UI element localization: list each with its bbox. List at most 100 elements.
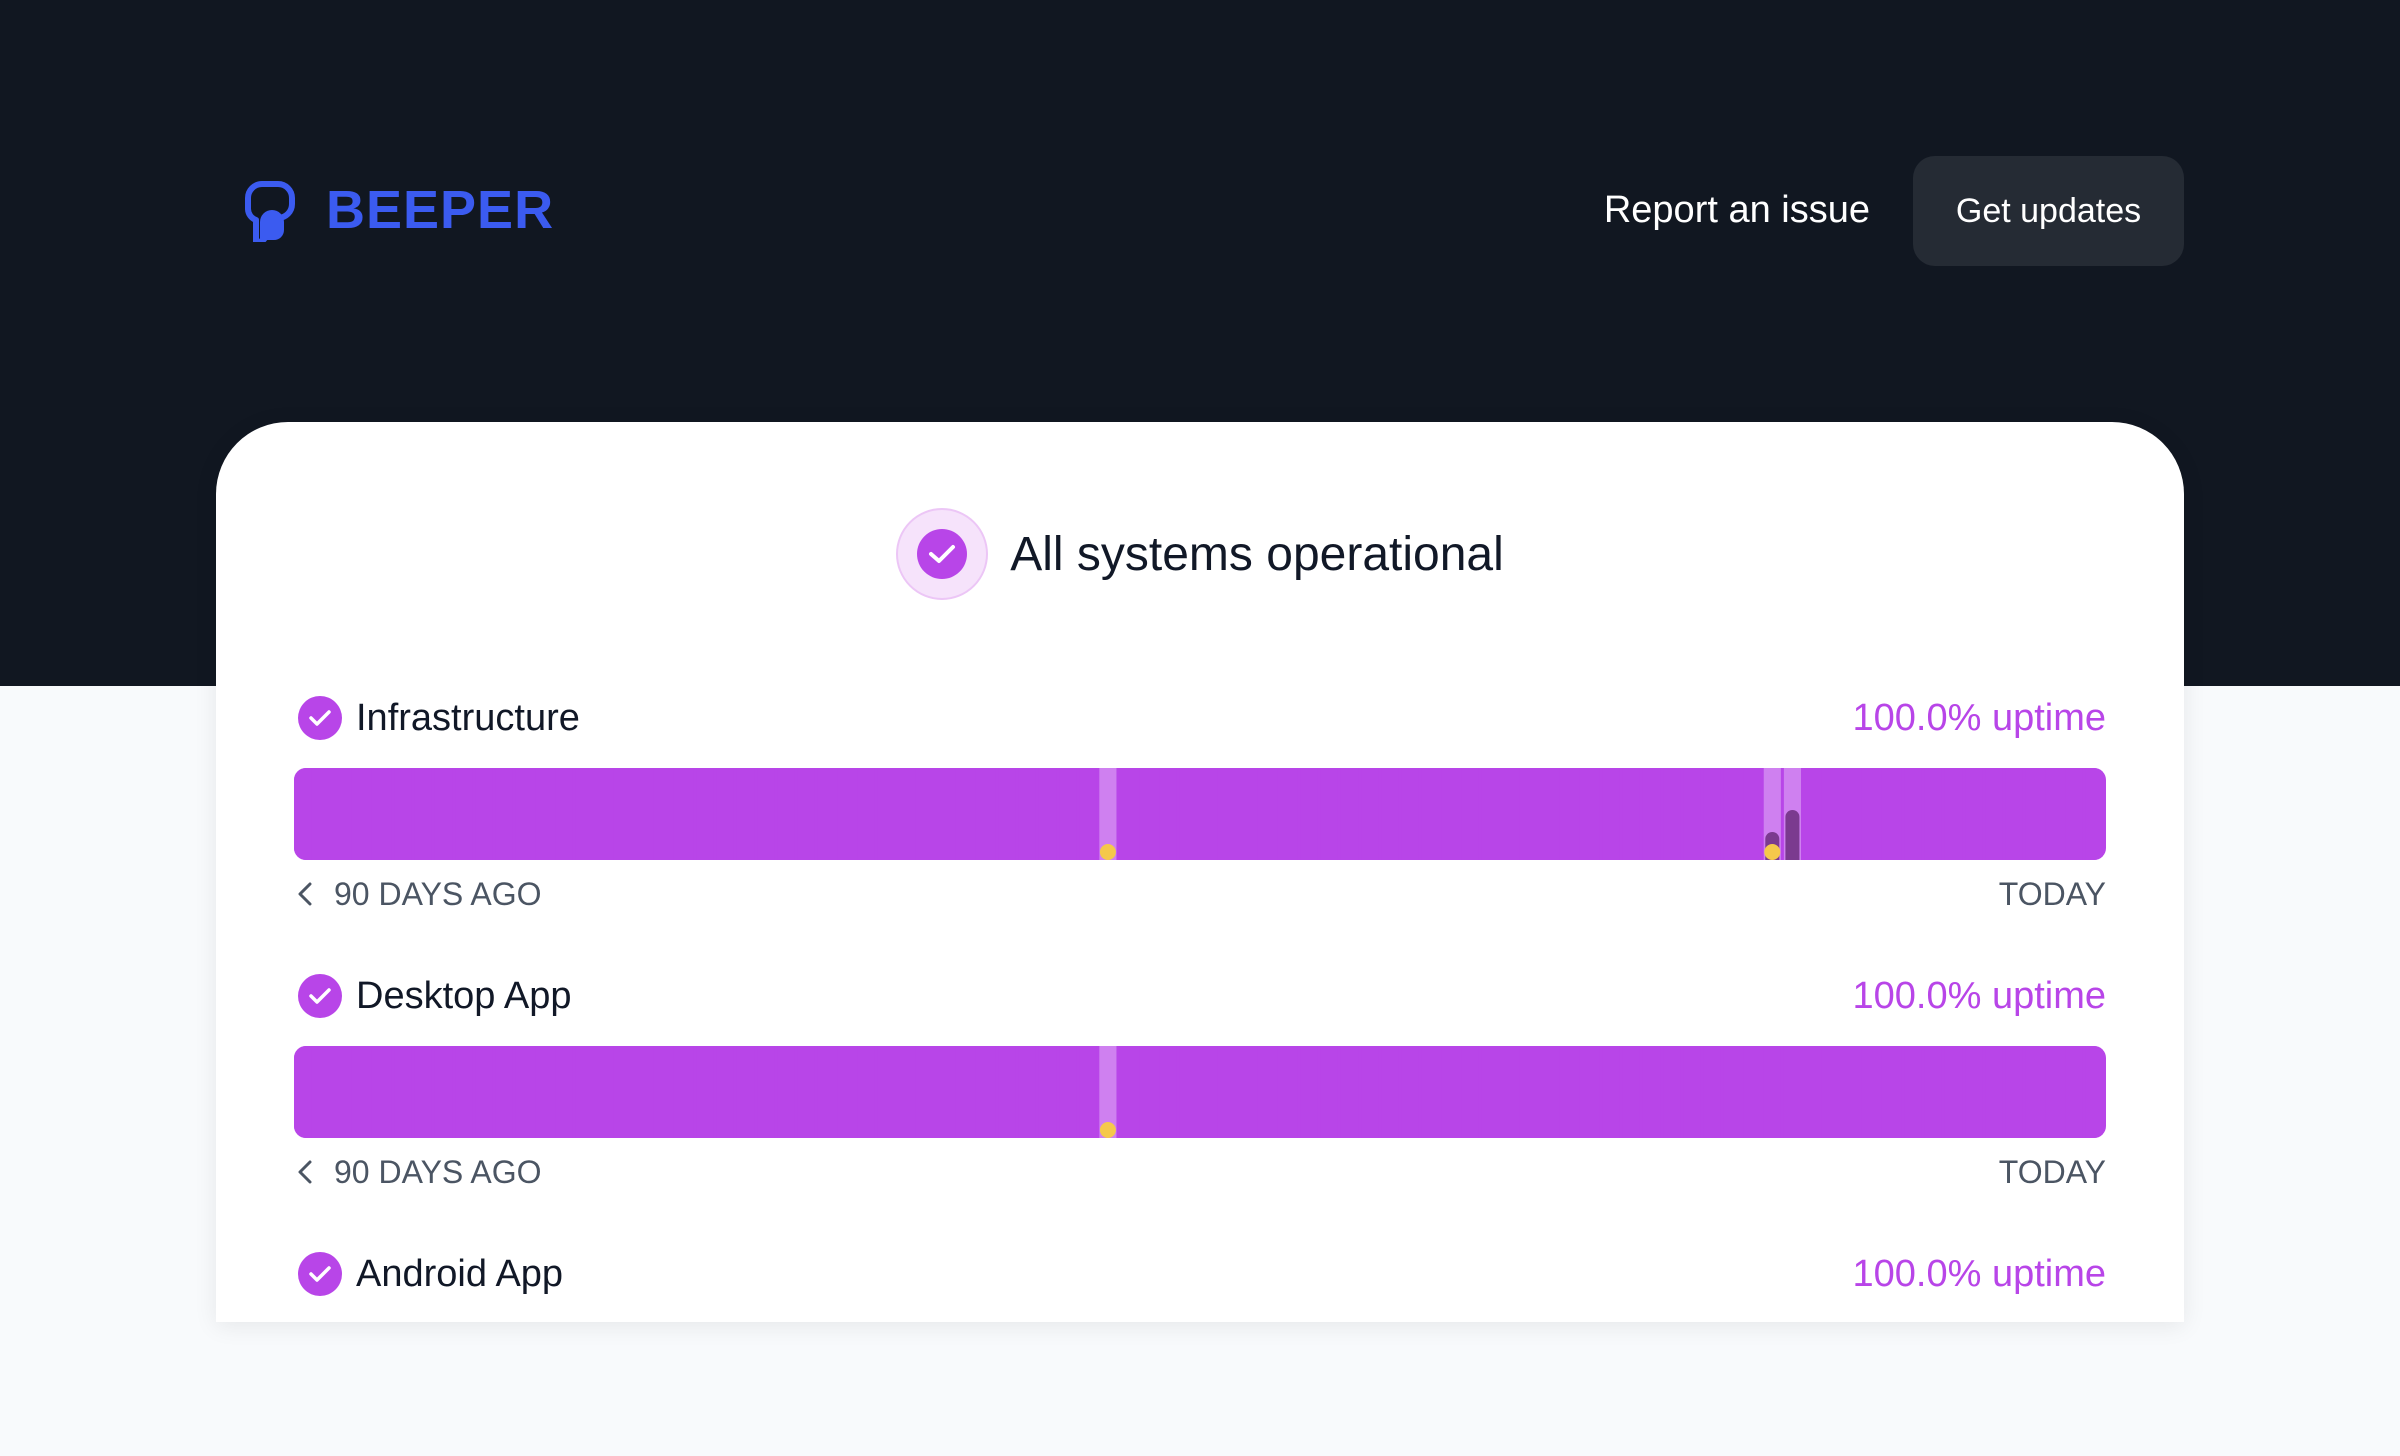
- uptime-day-bar[interactable]: [1119, 768, 1137, 860]
- uptime-day-bar[interactable]: [1461, 1046, 1479, 1138]
- uptime-day-bar[interactable]: [1824, 768, 1842, 860]
- uptime-day-bar[interactable]: [575, 768, 593, 860]
- uptime-day-bar[interactable]: [1300, 768, 1318, 860]
- uptime-day-bar[interactable]: [736, 1046, 755, 1138]
- uptime-day-bar[interactable]: [1059, 768, 1077, 860]
- uptime-day-bar[interactable]: [616, 768, 634, 860]
- uptime-day-bar[interactable]: [716, 1046, 734, 1138]
- uptime-day-bar[interactable]: [2045, 768, 2063, 860]
- uptime-day-bar[interactable]: [1200, 768, 1218, 860]
- uptime-day-bar[interactable]: [1904, 768, 1922, 860]
- uptime-day-bar[interactable]: [334, 1046, 352, 1138]
- uptime-day-bar[interactable]: [1582, 768, 1600, 860]
- uptime-day-bar[interactable]: [1481, 1046, 1499, 1138]
- uptime-day-bar[interactable]: [535, 768, 553, 860]
- uptime-day-bar[interactable]: [777, 768, 795, 860]
- uptime-day-bar[interactable]: [374, 768, 392, 860]
- uptime-day-bar[interactable]: [1844, 1046, 1862, 1138]
- uptime-day-bar[interactable]: [2005, 768, 2023, 860]
- uptime-day-bar[interactable]: [696, 1046, 714, 1138]
- uptime-day-bar[interactable]: [1824, 1046, 1842, 1138]
- uptime-day-bar[interactable]: [736, 768, 755, 860]
- uptime-day-bar[interactable]: [575, 1046, 593, 1138]
- uptime-day-bar[interactable]: [596, 768, 614, 860]
- uptime-day-bar[interactable]: [797, 1046, 815, 1138]
- uptime-day-bar[interactable]: [1381, 768, 1399, 860]
- uptime-day-bar[interactable]: [1985, 768, 2003, 860]
- uptime-day-bar[interactable]: [1280, 768, 1298, 860]
- uptime-day-bar[interactable]: [1361, 768, 1379, 860]
- uptime-day-bar[interactable]: [2065, 768, 2083, 860]
- uptime-day-bar[interactable]: [455, 768, 473, 860]
- uptime-day-bar[interactable]: [354, 768, 372, 860]
- uptime-day-bar[interactable]: [656, 768, 674, 860]
- uptime-day-bar[interactable]: [1723, 1046, 1741, 1138]
- uptime-day-bar[interactable]: [515, 1046, 533, 1138]
- uptime-day-bar[interactable]: [1965, 768, 1983, 860]
- uptime-day-bar[interactable]: [877, 1046, 895, 1138]
- uptime-day-bar[interactable]: [1502, 768, 1520, 860]
- uptime-day-bar[interactable]: [817, 1046, 835, 1138]
- uptime-day-bar[interactable]: [1441, 768, 1459, 860]
- uptime-day-bar[interactable]: [294, 1046, 312, 1138]
- report-issue-link[interactable]: Report an issue: [1603, 189, 1870, 231]
- uptime-day-bar[interactable]: [636, 768, 654, 860]
- uptime-day-bar[interactable]: [1743, 1046, 1761, 1138]
- uptime-day-bar[interactable]: [1421, 768, 1439, 860]
- uptime-day-bar[interactable]: [1663, 1046, 1681, 1138]
- uptime-day-bar[interactable]: [676, 768, 694, 860]
- uptime-day-bar[interactable]: [998, 1046, 1016, 1138]
- uptime-day-bar[interactable]: [1904, 1046, 1922, 1138]
- uptime-day-bar[interactable]: [475, 1046, 493, 1138]
- uptime-day-bar[interactable]: [877, 768, 895, 860]
- uptime-day-bar[interactable]: [1159, 768, 1177, 860]
- uptime-day-bar[interactable]: [1663, 768, 1681, 860]
- uptime-day-bar[interactable]: [1602, 1046, 1620, 1138]
- uptime-day-bar[interactable]: [1622, 1046, 1640, 1138]
- uptime-day-bar[interactable]: [495, 1046, 513, 1138]
- uptime-day-bar[interactable]: [1018, 768, 1036, 860]
- get-updates-button[interactable]: Get updates: [1913, 156, 2184, 266]
- uptime-day-bar[interactable]: [1602, 768, 1620, 860]
- uptime-day-bar[interactable]: [1139, 1046, 1157, 1138]
- uptime-day-bar[interactable]: [1038, 1046, 1057, 1138]
- uptime-day-bar[interactable]: [898, 768, 916, 860]
- uptime-day-bar[interactable]: [434, 768, 453, 860]
- uptime-day-bar[interactable]: [777, 1046, 795, 1138]
- uptime-day-bar[interactable]: [898, 1046, 916, 1138]
- uptime-day-bar[interactable]: [1159, 1046, 1177, 1138]
- uptime-day-bar[interactable]: [455, 1046, 473, 1138]
- uptime-day-bar[interactable]: [535, 1046, 553, 1138]
- uptime-day-bar[interactable]: [1622, 768, 1640, 860]
- uptime-day-bar[interactable]: [1220, 768, 1238, 860]
- uptime-day-bar[interactable]: [1179, 1046, 1197, 1138]
- uptime-day-bar[interactable]: [555, 768, 573, 860]
- uptime-day-bar[interactable]: [495, 768, 513, 860]
- uptime-day-bar[interactable]: [1340, 1046, 1359, 1138]
- uptime-day-bar[interactable]: [1924, 768, 1942, 860]
- uptime-day-bar[interactable]: [515, 768, 533, 860]
- uptime-day-bar[interactable]: [1099, 768, 1117, 860]
- uptime-day-bar[interactable]: [314, 768, 332, 860]
- uptime-day-bar[interactable]: [1179, 768, 1197, 860]
- uptime-day-bar[interactable]: [1844, 768, 1862, 860]
- uptime-day-bar[interactable]: [1965, 1046, 1983, 1138]
- uptime-day-bar[interactable]: [1944, 1046, 1963, 1138]
- uptime-day-bar[interactable]: [1018, 1046, 1036, 1138]
- uptime-day-bar[interactable]: [1320, 768, 1338, 860]
- uptime-day-bar[interactable]: [1461, 768, 1479, 860]
- uptime-day-bar[interactable]: [1864, 768, 1882, 860]
- uptime-day-bar[interactable]: [314, 1046, 332, 1138]
- uptime-day-bar[interactable]: [555, 1046, 573, 1138]
- uptime-day-bar[interactable]: [958, 1046, 976, 1138]
- uptime-day-bar[interactable]: [918, 1046, 936, 1138]
- uptime-day-bar[interactable]: [434, 1046, 453, 1138]
- uptime-day-bar[interactable]: [837, 768, 855, 860]
- uptime-day-bar[interactable]: [1441, 1046, 1459, 1138]
- brand-logo-link[interactable]: BEEPER: [244, 178, 554, 242]
- uptime-day-bar[interactable]: [1703, 1046, 1721, 1138]
- uptime-day-bar[interactable]: [596, 1046, 614, 1138]
- uptime-day-bar[interactable]: [414, 1046, 432, 1138]
- uptime-day-bar[interactable]: [1099, 1046, 1117, 1138]
- uptime-day-bar[interactable]: [1864, 1046, 1882, 1138]
